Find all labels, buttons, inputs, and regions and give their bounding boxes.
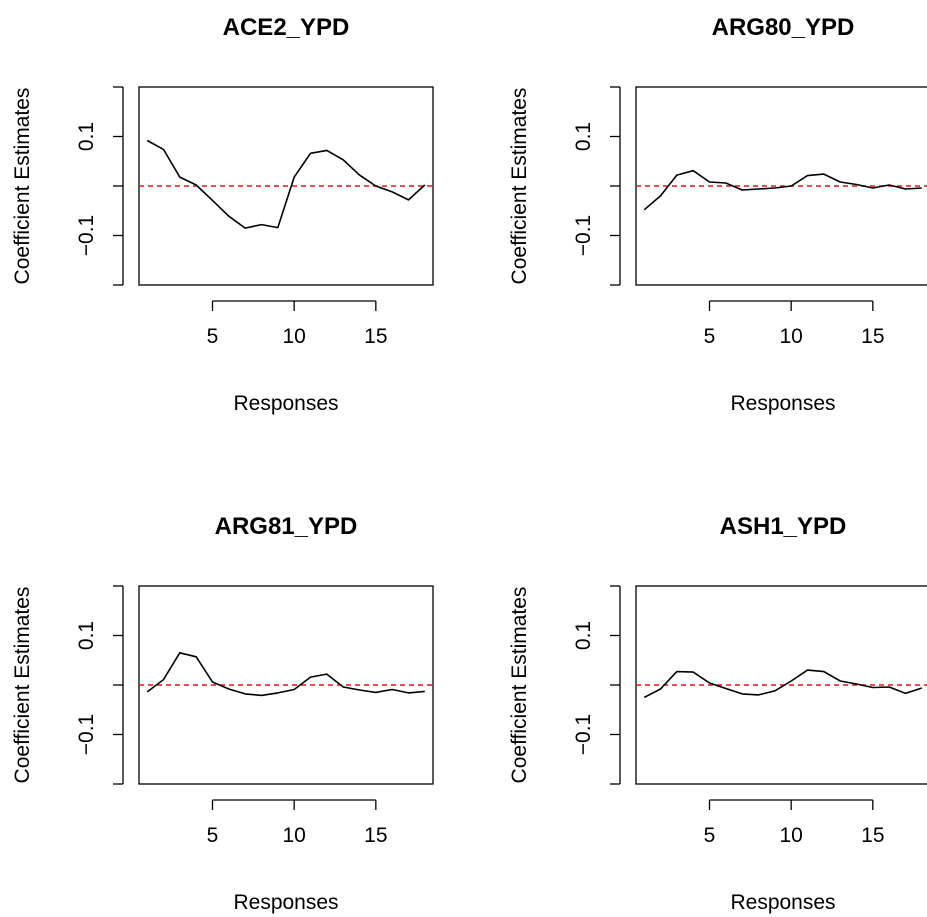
x-tick-label: 5 bbox=[207, 325, 219, 348]
x-tick-label: 5 bbox=[207, 824, 219, 847]
panel-title: ARG80_YPD bbox=[712, 14, 855, 41]
y-tick-label: 0.1 bbox=[572, 122, 595, 151]
x-tick-label: 10 bbox=[779, 325, 802, 348]
y-axis-label: Coefficient Estimates bbox=[508, 88, 531, 285]
panel-title: ACE2_YPD bbox=[223, 14, 350, 41]
x-tick-label: 5 bbox=[704, 824, 716, 847]
x-axis-label: Responses bbox=[730, 392, 835, 415]
coefficient-series-line bbox=[146, 651, 425, 697]
coefficient-series-line bbox=[146, 139, 426, 229]
panel-2: ARG80_YPD 5 10 15 Responses −0.1 0.1 Coefficien… bbox=[508, 14, 927, 415]
panel-4: ASH1_YPD 5 10 15 Responses −0.1 0.1 Coefficient… bbox=[508, 513, 927, 914]
coefficient-series-line bbox=[643, 169, 922, 211]
x-tick-label: 15 bbox=[861, 325, 884, 348]
y-tick-label: 0.1 bbox=[75, 122, 98, 151]
coefficient-series-line bbox=[643, 669, 923, 699]
x-tick-label: 15 bbox=[364, 824, 387, 847]
x-tick-label: 10 bbox=[282, 824, 305, 847]
x-tick-label: 15 bbox=[861, 824, 884, 847]
x-tick-label: 5 bbox=[704, 325, 716, 348]
y-tick-label: −0.1 bbox=[75, 215, 98, 256]
panel-3: ARG81_YPD 5 10 15 Responses −0.1 0.1 Coefficien… bbox=[11, 513, 434, 914]
x-tick-label: 15 bbox=[364, 325, 387, 348]
y-axis-label: Coefficient Estimates bbox=[508, 587, 531, 784]
x-axis-label: Responses bbox=[730, 891, 835, 914]
y-axis-label: Coefficient Estimates bbox=[11, 587, 34, 784]
y-axis-label: Coefficient Estimates bbox=[11, 88, 34, 285]
x-tick-label: 10 bbox=[779, 824, 802, 847]
x-axis-label: Responses bbox=[233, 891, 338, 914]
x-axis-label: Responses bbox=[233, 392, 338, 415]
panel-title: ASH1_YPD bbox=[720, 513, 847, 540]
y-tick-label: −0.1 bbox=[572, 215, 595, 256]
y-tick-label: 0.1 bbox=[75, 621, 98, 650]
panel-title: ARG81_YPD bbox=[215, 513, 358, 540]
x-tick-label: 10 bbox=[282, 325, 305, 348]
y-tick-label: 0.1 bbox=[572, 621, 595, 650]
y-tick-label: −0.1 bbox=[75, 714, 98, 755]
y-tick-label: −0.1 bbox=[572, 714, 595, 755]
panel-1: ACE2_YPD 5 10 15 Responses −0.1 0.1 Coefficient… bbox=[11, 14, 434, 415]
